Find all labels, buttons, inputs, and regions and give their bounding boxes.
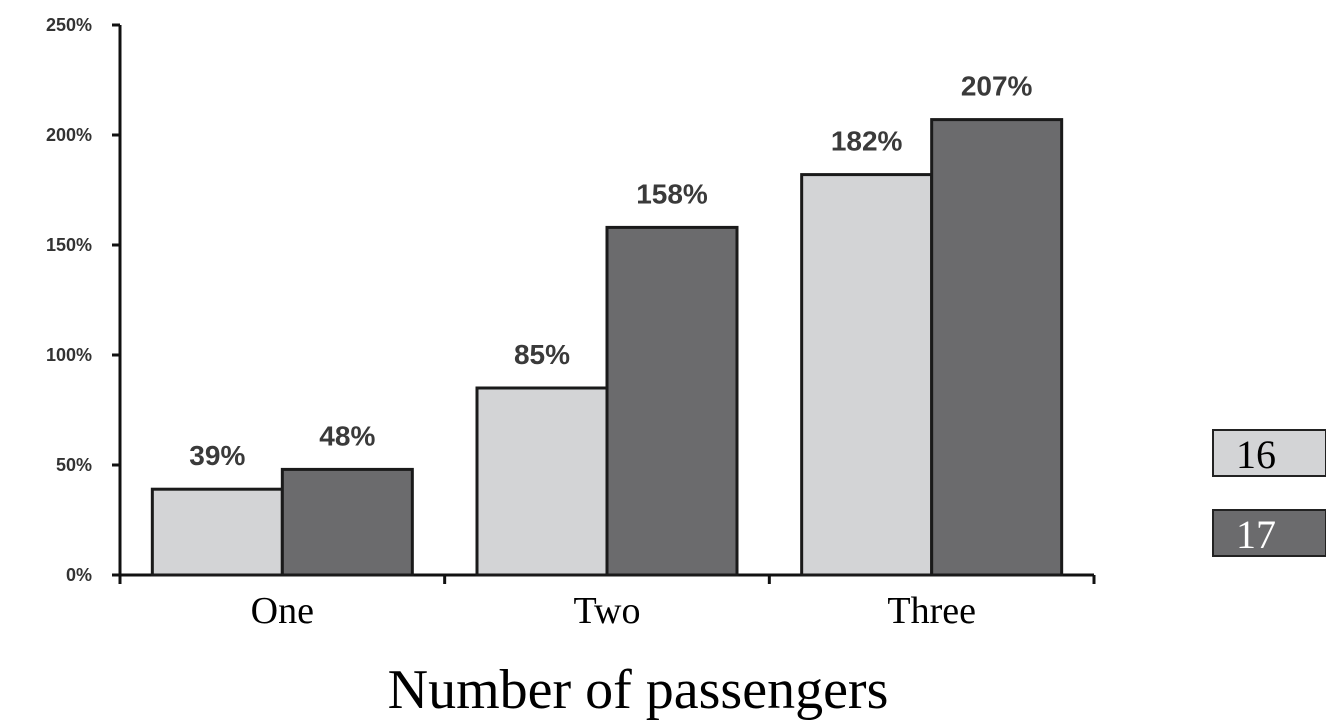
- y-tick-label: 250%: [46, 15, 92, 35]
- bar-17-one: [280, 467, 414, 577]
- x-category-label: Two: [573, 590, 640, 632]
- y-axis: 0% 50% 100% 150% 200% 250%: [46, 15, 122, 585]
- bar-data-label: 182%: [831, 126, 903, 157]
- x-category-label: Three: [887, 590, 976, 632]
- x-category-label: One: [251, 590, 314, 632]
- bar-16-two: [475, 386, 609, 577]
- bar-data-label: 39%: [189, 440, 245, 471]
- bar-data-labels: 39% 85% 182% 48% 158% 207%: [189, 71, 1032, 472]
- bar-data-label: 48%: [319, 420, 375, 451]
- y-tick-label: 0%: [66, 565, 92, 585]
- x-axis: One Two Three: [118, 573, 1096, 632]
- y-tick-label: 100%: [46, 345, 92, 365]
- legend-swatch: [1212, 429, 1326, 477]
- bar-data-label: 207%: [961, 71, 1033, 102]
- bar-data-label: 85%: [514, 339, 570, 370]
- y-tick-label: 200%: [46, 125, 92, 145]
- bar-16-three: [800, 173, 934, 577]
- bar-17-two: [605, 225, 739, 577]
- bar-17-three: [930, 118, 1064, 577]
- legend-label: 16: [1236, 432, 1276, 477]
- legend-label: 17: [1236, 512, 1276, 557]
- bar-16-one: [150, 487, 284, 577]
- legend-swatch: [1212, 509, 1326, 557]
- x-axis-title: Number of passengers: [388, 659, 889, 721]
- y-tick-label: 50%: [56, 455, 92, 475]
- bar-data-label: 158%: [636, 178, 708, 209]
- y-tick-label: 150%: [46, 235, 92, 255]
- bars: [150, 118, 1064, 577]
